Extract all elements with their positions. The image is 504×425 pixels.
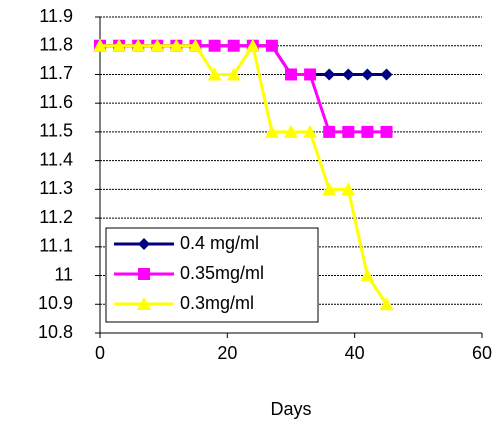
- marker: [342, 125, 355, 138]
- marker: [360, 268, 375, 282]
- marker: [322, 182, 337, 196]
- marker: [150, 38, 165, 52]
- marker: [303, 124, 318, 138]
- y-tick-label: 10.8: [38, 322, 73, 342]
- legend-marker: [137, 297, 151, 310]
- marker: [361, 125, 374, 138]
- marker: [284, 124, 298, 138]
- x-tick-label: 0: [95, 343, 105, 363]
- marker: [264, 124, 279, 138]
- marker: [323, 68, 336, 81]
- series-line: [100, 41, 388, 306]
- marker: [380, 125, 393, 138]
- y-tick-label: 11: [54, 264, 73, 284]
- marker: [341, 182, 356, 196]
- y-tick-label: 10.9: [38, 293, 73, 313]
- marker: [207, 67, 222, 81]
- marker: [112, 38, 127, 52]
- legend: 0.4 mg/ml 0.35mg/ml 0.3mg/ml: [105, 227, 319, 323]
- x-tick-label: 40: [345, 343, 365, 363]
- marker: [379, 297, 394, 311]
- marker: [304, 68, 317, 81]
- marker: [208, 39, 221, 52]
- y-tick-label: 11.8: [39, 34, 73, 54]
- y-tick-label: 11.2: [39, 207, 73, 227]
- legend-marker: [138, 238, 150, 250]
- marker: [361, 68, 374, 81]
- legend-label: 0.3mg/ml: [180, 293, 254, 313]
- marker: [226, 67, 241, 81]
- x-axis-label: Days: [270, 399, 311, 419]
- legend-label: 0.4 mg/ml: [180, 233, 259, 253]
- marker: [380, 68, 393, 81]
- marker: [227, 39, 240, 52]
- marker: [285, 68, 297, 81]
- legend-label: 0.35mg/ml: [180, 263, 264, 283]
- x-tick-label: 20: [217, 343, 237, 363]
- marker: [245, 38, 260, 52]
- y-tick-label: 11.4: [39, 149, 73, 169]
- y-tick-label: 11.7: [39, 63, 73, 83]
- marker: [93, 38, 107, 52]
- y-tick-label: 11.1: [39, 236, 73, 256]
- y-tick-label: 11.6: [39, 92, 73, 112]
- marker: [323, 125, 336, 138]
- y-tick-label: 11.9: [39, 6, 73, 26]
- marker: [188, 38, 203, 52]
- marker: [131, 38, 146, 52]
- legend-marker: [138, 268, 150, 280]
- marker: [265, 39, 278, 52]
- x-tick-label: 60: [472, 343, 492, 363]
- marker: [342, 68, 355, 81]
- y-tick-label: 11.5: [39, 121, 73, 141]
- marker: [169, 38, 184, 52]
- y-tick-label: 11.3: [39, 178, 73, 198]
